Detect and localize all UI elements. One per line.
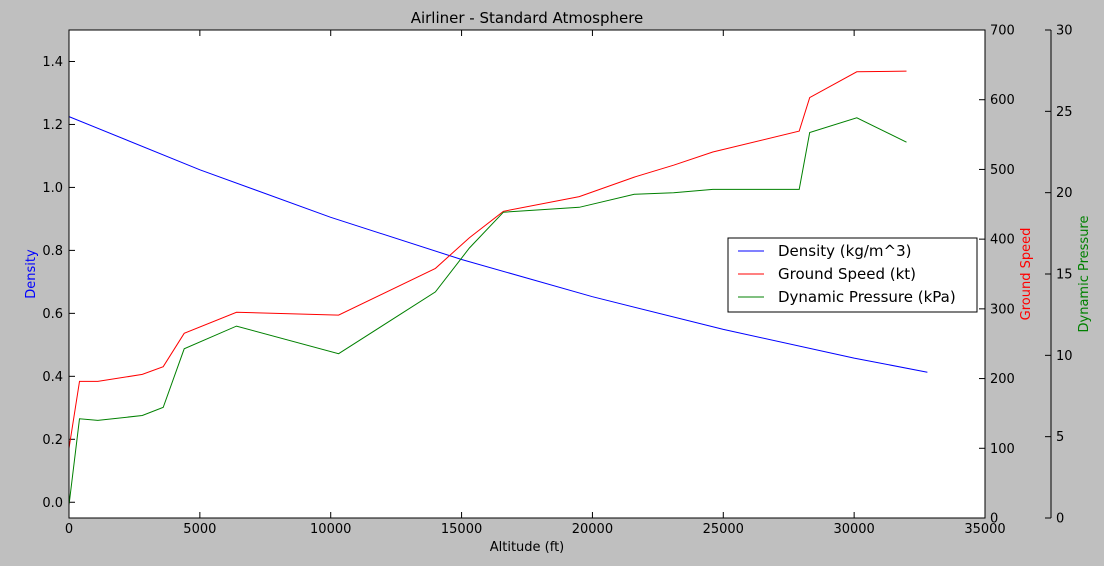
dynamic-pressure-tick-label: 30 bbox=[1056, 24, 1073, 39]
dynamic-pressure-axis-ticks: 0 5 10 15 20 25 30 bbox=[1045, 24, 1073, 527]
density-tick-label: 1.4 bbox=[42, 55, 63, 70]
ground-speed-tick-label: 0 bbox=[990, 512, 998, 527]
legend-box bbox=[727, 237, 978, 313]
ground-speed-tick-label: 400 bbox=[990, 233, 1015, 248]
x-tick-label: 20000 bbox=[572, 522, 613, 537]
ground-speed-axis-label: Ground Speed bbox=[1019, 228, 1034, 321]
x-tick-label: 30000 bbox=[833, 522, 874, 537]
plot-frame bbox=[68, 29, 986, 519]
x-tick-label: 25000 bbox=[703, 522, 744, 537]
x-axis-label: Altitude (ft) bbox=[490, 540, 565, 555]
density-tick-label: 0.6 bbox=[42, 307, 63, 322]
series-lines bbox=[68, 70, 928, 506]
legend-label-ground-speed: Ground Speed (kt) bbox=[778, 265, 916, 283]
ground-speed-tick-label: 100 bbox=[990, 442, 1015, 457]
x-tick-label: 35000 bbox=[964, 522, 1005, 537]
x-tick-label: 15000 bbox=[441, 522, 482, 537]
legend-label-density: Density (kg/m^3) bbox=[778, 242, 911, 260]
dynamic-pressure-tick-label: 25 bbox=[1056, 105, 1073, 120]
legend: Density (kg/m^3) Ground Speed (kt) Dynam… bbox=[727, 237, 978, 313]
ground-speed-tick-label: 600 bbox=[990, 93, 1015, 108]
density-tick-label: 0.8 bbox=[42, 244, 63, 259]
density-axis-ticks: 0.0 0.2 0.4 0.6 0.8 1.0 1.2 1.4 bbox=[42, 55, 75, 511]
density-tick-label: 0.4 bbox=[42, 370, 63, 385]
density-tick-label: 1.2 bbox=[42, 118, 63, 133]
legend-label-dynamic-pressure: Dynamic Pressure (kPa) bbox=[778, 288, 956, 306]
density-axis-label: Density bbox=[24, 249, 39, 299]
x-tick-label: 0 bbox=[65, 522, 73, 537]
dynamic-pressure-tick-label: 20 bbox=[1056, 186, 1073, 201]
x-axis-ticks: 0 5000 10000 15000 20000 25000 30000 35000 bbox=[65, 30, 1006, 537]
ground-speed-axis-ticks: 0 100 200 300 400 500 600 700 bbox=[979, 24, 1015, 527]
density-tick-label: 0.0 bbox=[42, 496, 63, 511]
density-tick-label: 1.0 bbox=[42, 181, 63, 196]
dynamic-pressure-tick-label: 5 bbox=[1056, 430, 1064, 445]
ground-speed-tick-label: 500 bbox=[990, 163, 1015, 178]
x-tick-label: 10000 bbox=[310, 522, 351, 537]
dynamic-pressure-tick-label: 10 bbox=[1056, 349, 1073, 364]
dynamic-pressure-tick-label: 0 bbox=[1056, 512, 1064, 527]
chart-title: Airliner - Standard Atmosphere bbox=[411, 9, 644, 27]
ground-speed-tick-label: 200 bbox=[990, 372, 1015, 387]
ground-speed-tick-label: 700 bbox=[990, 24, 1015, 39]
dynamic-pressure-axis-label: Dynamic Pressure bbox=[1077, 216, 1092, 333]
series-line-density bbox=[68, 116, 928, 373]
x-tick-label: 5000 bbox=[183, 522, 216, 537]
ground-speed-tick-label: 300 bbox=[990, 302, 1015, 317]
dynamic-pressure-tick-label: 15 bbox=[1056, 268, 1073, 283]
density-tick-label: 0.2 bbox=[42, 433, 63, 448]
